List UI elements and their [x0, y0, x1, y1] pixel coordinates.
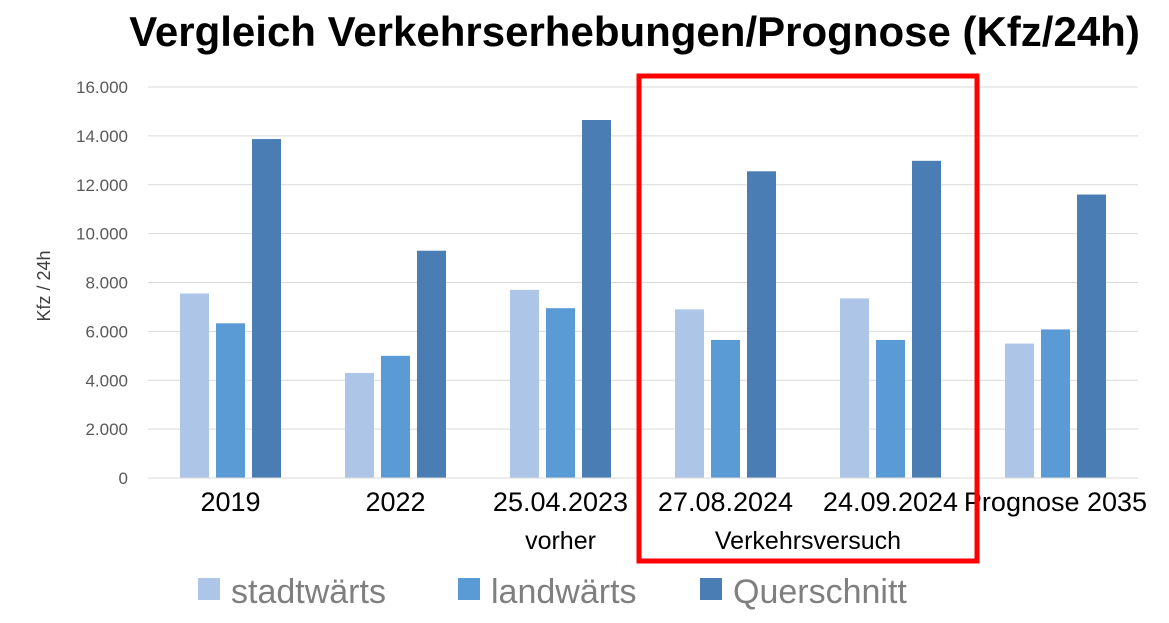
- legend-label: stadtwärts: [231, 573, 386, 611]
- bar-stadtw-rts: [1005, 343, 1034, 478]
- x-tick-label: 25.04.2023: [493, 487, 628, 517]
- bar-stadtw-rts: [345, 372, 374, 478]
- bar-querschnitt: [417, 250, 446, 478]
- group-label: Verkehrsversuch: [715, 527, 901, 555]
- bar-querschnitt: [252, 139, 281, 478]
- y-tick-label: 14.000: [76, 127, 128, 146]
- bar-stadtw-rts: [675, 309, 704, 478]
- bar-landw-rts: [381, 355, 410, 478]
- legend-label: Querschnitt: [733, 573, 907, 611]
- x-tick-label: Prognose 2035: [964, 487, 1147, 517]
- y-tick-label: 16.000: [76, 78, 128, 97]
- legend-label: landwärts: [491, 573, 637, 611]
- bar-querschnitt: [1077, 194, 1106, 478]
- bar-stadtw-rts: [510, 289, 539, 478]
- legend-swatch: [198, 578, 220, 600]
- x-tick-label: 2019: [200, 487, 260, 517]
- y-tick-label: 12.000: [76, 176, 128, 195]
- chart-title: Vergleich Verkehrserhebungen/Prognose (K…: [129, 8, 1140, 55]
- y-axis-ticks: 0 2.000 4.000 6.000 8.000 10.000 12.000 14.000 1…: [76, 78, 128, 488]
- bar-querschnitt: [747, 171, 776, 478]
- legend-swatch: [458, 578, 480, 600]
- y-tick-label: 8.000: [85, 274, 128, 293]
- category-labels: 2019 2022 25.04.2023 vorher 27.08.2024 24.09.…: [200, 487, 1147, 555]
- y-tick-label: 6.000: [85, 322, 128, 341]
- y-tick-label: 10.000: [76, 225, 128, 244]
- legend: stadtwärts landwärts Querschnitt: [198, 573, 907, 611]
- bar-landw-rts: [1041, 329, 1070, 478]
- gridlines: [148, 86, 1138, 430]
- bar-landw-rts: [876, 339, 905, 478]
- y-tick-label: 4.000: [85, 371, 128, 390]
- bar-landw-rts: [711, 339, 740, 478]
- bar-querschnitt: [912, 160, 941, 478]
- bar-stadtw-rts: [180, 293, 209, 478]
- bars: [180, 119, 1106, 478]
- bar-querschnitt: [582, 119, 611, 478]
- x-tick-label: 2022: [365, 487, 425, 517]
- y-tick-label: 0: [119, 469, 128, 488]
- y-axis-title: Kfz / 24h: [34, 250, 54, 321]
- group-labels: Verkehrsversuch: [715, 527, 901, 555]
- bar-stadtw-rts: [840, 298, 869, 478]
- x-tick-label: 24.09.2024: [823, 487, 958, 517]
- bar-landw-rts: [546, 308, 575, 478]
- bar-landw-rts: [216, 323, 245, 478]
- highlight-box: [636, 73, 980, 564]
- y-tick-label: 2.000: [85, 420, 128, 439]
- legend-swatch: [700, 578, 722, 600]
- x-tick-label: 27.08.2024: [658, 487, 793, 517]
- x-tick-sublabel: vorher: [525, 527, 596, 555]
